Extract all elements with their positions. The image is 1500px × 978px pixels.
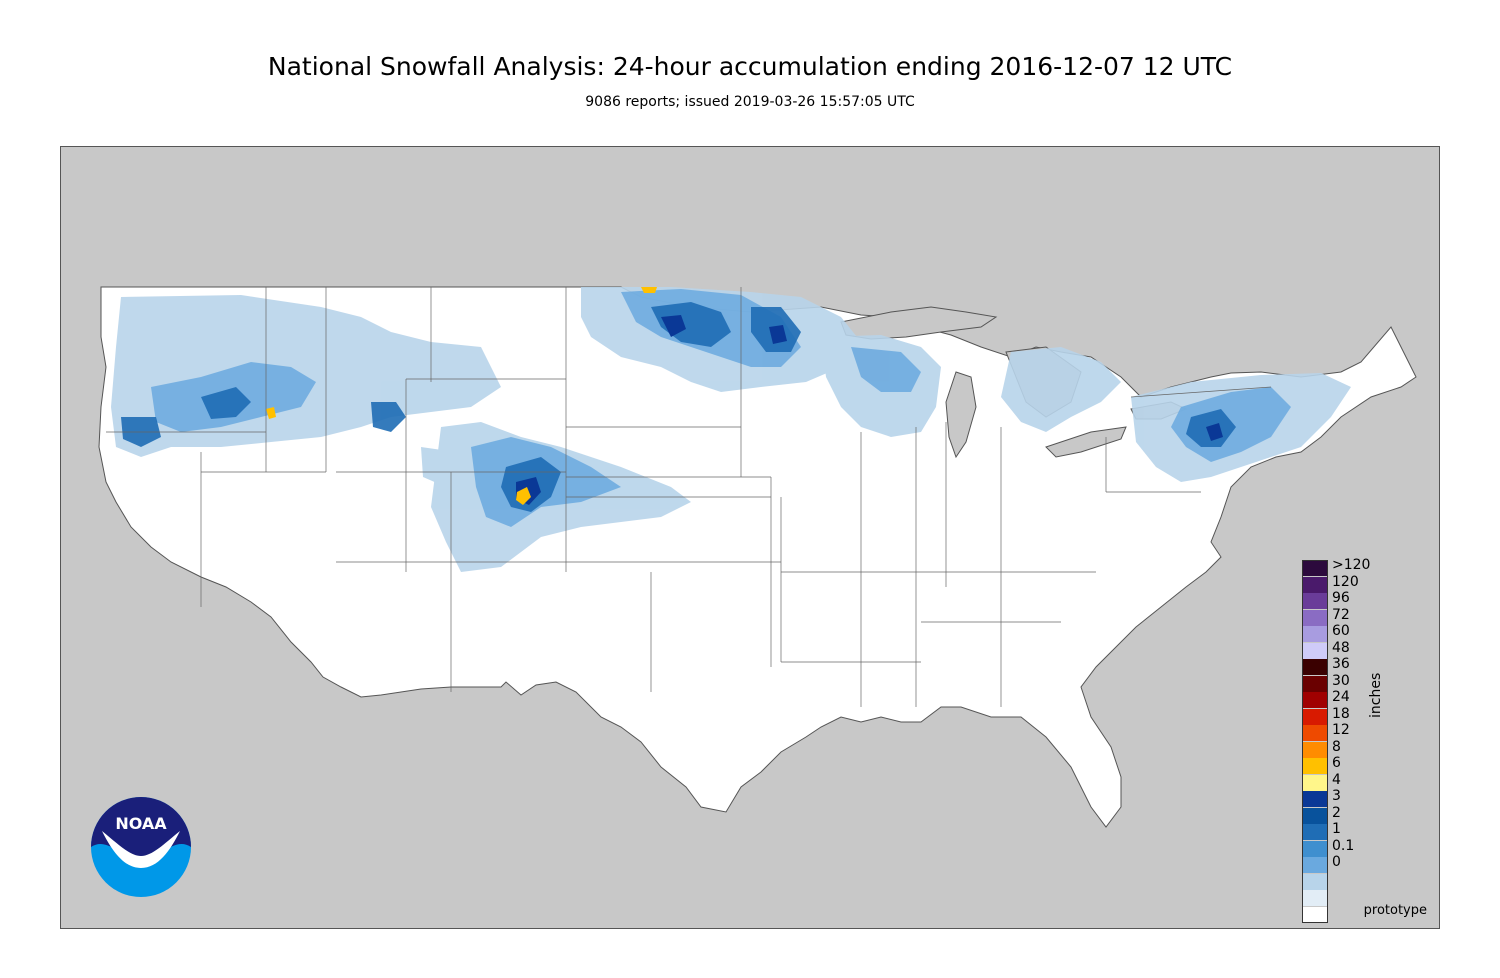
state-boundaries	[106, 287, 1272, 707]
legend-swatch	[1302, 659, 1328, 676]
legend-swatch	[1302, 708, 1328, 725]
legend-swatch	[1302, 560, 1328, 577]
legend-units-label: inches	[1368, 672, 1384, 718]
legend-label: 30	[1332, 672, 1350, 689]
snow-maxima	[266, 287, 657, 505]
legend-swatch	[1302, 791, 1328, 808]
lake-superior	[840, 306, 998, 340]
legend-label: 48	[1332, 639, 1350, 656]
legend-label: 96	[1332, 590, 1350, 606]
legend-swatch	[1302, 824, 1328, 841]
legend-label: 12	[1332, 722, 1350, 738]
legend-label: 8	[1332, 738, 1341, 755]
legend-label: 0	[1332, 854, 1341, 870]
map-subtitle: 9086 reports; issued 2019-03-26 15:57:05…	[585, 94, 915, 110]
legend-label: 72	[1332, 606, 1350, 623]
prototype-label: prototype	[1363, 903, 1427, 918]
legend-swatch	[1302, 675, 1328, 692]
legend-swatch	[1302, 906, 1328, 923]
legend-label: 36	[1332, 656, 1350, 672]
map-title: National Snowfall Analysis: 24-hour accu…	[267, 52, 1233, 81]
legend-label: 3	[1332, 788, 1341, 804]
legend-swatch	[1302, 576, 1328, 593]
noaa-logo-text: NOAA	[115, 814, 167, 833]
noaa-logo: NOAA	[91, 797, 191, 897]
legend-label: 24	[1332, 689, 1350, 705]
legend-label: 2	[1332, 804, 1341, 821]
legend-label: 18	[1332, 705, 1350, 722]
legend-swatch	[1302, 642, 1328, 659]
legend-swatch	[1302, 807, 1328, 824]
legend-label: 120	[1332, 573, 1359, 590]
legend-swatch	[1302, 626, 1328, 643]
legend-label: 6	[1332, 755, 1341, 771]
legend-label: 0.1	[1332, 837, 1355, 854]
legend-swatch	[1302, 593, 1328, 610]
legend-label: 1	[1332, 821, 1341, 837]
basemap	[98, 286, 1417, 828]
lake-michigan	[945, 371, 977, 459]
legend-swatch	[1302, 725, 1328, 742]
legend-label: 4	[1332, 771, 1341, 788]
legend-swatch	[1302, 692, 1328, 709]
legend-swatch	[1302, 758, 1328, 775]
legend-swatch	[1302, 774, 1328, 791]
legend-swatch	[1302, 741, 1328, 758]
legend-swatch	[1302, 890, 1328, 907]
legend-swatch	[1302, 857, 1328, 874]
legend-swatch	[1302, 873, 1328, 890]
legend-label: >120	[1332, 557, 1371, 573]
legend-swatch	[1302, 609, 1328, 626]
legend-swatch	[1302, 840, 1328, 857]
snowfall-map: prototype	[60, 146, 1440, 929]
legend-label: 60	[1332, 623, 1350, 639]
lake-erie	[1045, 426, 1127, 458]
